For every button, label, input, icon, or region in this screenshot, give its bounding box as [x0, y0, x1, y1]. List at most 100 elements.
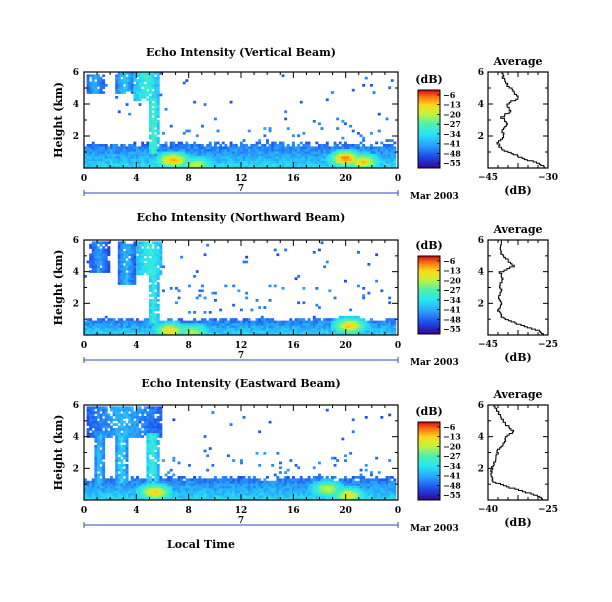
- day-label: 7: [238, 351, 244, 361]
- average-x-tick-label: −45: [478, 340, 498, 350]
- colorbar-unit: (dB): [415, 73, 442, 86]
- colorbar-tick-label: −6: [443, 256, 456, 266]
- x-tick-label: 4: [133, 506, 139, 516]
- heatmap-field: [84, 72, 396, 168]
- average-y-tick-label: 2: [478, 464, 484, 474]
- average-y-tick-label: 2: [478, 299, 484, 309]
- y-tick-label: 6: [73, 236, 79, 246]
- y-tick-label: 2: [73, 464, 79, 474]
- colorbar-tick-label: −55: [443, 158, 461, 168]
- average-x-tick-label: −25: [538, 505, 558, 515]
- average-profile-line: [497, 72, 545, 168]
- average-title: Average: [492, 55, 542, 68]
- x-tick-label: 4: [133, 341, 139, 351]
- date-label: Mar 2003: [410, 192, 459, 202]
- colorbar-unit: (dB): [415, 239, 442, 252]
- average-y-tick-label: 2: [478, 132, 484, 142]
- average-x-tick-label: −45: [478, 173, 498, 183]
- x-axis-label: Local Time: [167, 538, 235, 551]
- average-title: Average: [492, 388, 542, 401]
- average-frame: [488, 72, 548, 168]
- colorbar-tick-label: −48: [443, 148, 461, 158]
- colorbar-tick-label: −13: [443, 100, 461, 110]
- average-y-tick-label: 4: [478, 268, 484, 278]
- x-tick-label: 12: [235, 506, 248, 516]
- average-profile-line: [491, 405, 543, 500]
- y-tick-label: 2: [73, 132, 79, 142]
- x-tick-label: 16: [287, 174, 300, 184]
- colorbar-tick-label: −20: [443, 275, 461, 285]
- average-title: Average: [492, 223, 542, 236]
- colorbar-tick-label: −13: [443, 432, 461, 442]
- x-tick-label: 20: [339, 506, 352, 516]
- average-frame: [488, 240, 548, 335]
- x-tick-label: 0: [81, 174, 87, 184]
- average-x-tick-label: −30: [538, 173, 558, 183]
- colorbar-tick-label: −13: [443, 266, 461, 276]
- x-tick-label: 20: [339, 174, 352, 184]
- heatmap-field: [84, 406, 396, 500]
- x-tick-label: 0: [81, 506, 87, 516]
- average-x-tick-label: −40: [478, 505, 498, 515]
- panel-title: Echo Intensity (Eastward Beam): [141, 377, 340, 390]
- colorbar-tick-label: −41: [443, 139, 461, 149]
- colorbar-tick-label: −48: [443, 314, 461, 324]
- date-label: Mar 2003: [410, 524, 459, 534]
- average-profile: Average 2 4 6 −45 −30 (dB): [478, 55, 558, 197]
- panel-3: Echo Intensity (Eastward Beam) 0 4 8 12 16 20 0…: [52, 377, 558, 534]
- colorbar-tick-label: −41: [443, 471, 461, 481]
- average-y-tick-label: 6: [478, 236, 484, 246]
- colorbar-unit: (dB): [415, 405, 442, 418]
- x-tick-label: 0: [81, 341, 87, 351]
- y-tick-label: 6: [73, 401, 79, 411]
- average-x-axis-label: (dB): [504, 184, 531, 197]
- x-tick-label: 0: [395, 174, 401, 184]
- date-label: Mar 2003: [410, 358, 459, 368]
- colorbar: (dB)−6−13−20−27−34−41−48−55: [415, 405, 461, 500]
- average-profile: Average 2 4 6 −45 −25 (dB): [478, 223, 558, 364]
- x-tick-label: 12: [235, 341, 248, 351]
- average-y-tick-label: 6: [478, 68, 484, 78]
- x-tick-label: 8: [186, 174, 192, 184]
- y-axis-label: Height (km): [52, 415, 65, 491]
- colorbar: (dB)−6−13−20−27−34−41−48−55: [415, 73, 461, 168]
- x-tick-label: 0: [395, 506, 401, 516]
- x-tick-label: 16: [287, 506, 300, 516]
- day-label: 7: [238, 516, 244, 526]
- y-tick-label: 6: [73, 68, 79, 78]
- colorbar-tick-label: −20: [443, 441, 461, 451]
- colorbar-tick-label: −55: [443, 490, 461, 500]
- x-tick-label: 16: [287, 341, 300, 351]
- panel-title: Echo Intensity (Northward Beam): [137, 211, 346, 224]
- y-axis-label: Height (km): [52, 82, 65, 158]
- heatmap-field: [84, 241, 396, 335]
- colorbar-tick-label: −41: [443, 305, 461, 315]
- y-tick-label: 4: [73, 268, 79, 278]
- colorbar: (dB)−6−13−20−27−34−41−48−55: [415, 239, 461, 334]
- average-x-tick-label: −25: [538, 340, 558, 350]
- panel-title: Echo Intensity (Vertical Beam): [146, 46, 336, 59]
- average-x-axis-label: (dB): [504, 351, 531, 364]
- day-label: 7: [238, 184, 244, 194]
- y-tick-label: 4: [73, 433, 79, 443]
- colorbar-tick-label: −27: [443, 451, 461, 461]
- colorbar-tick-label: −27: [443, 285, 461, 295]
- y-axis-label: Height (km): [52, 250, 65, 326]
- y-tick-label: 2: [73, 299, 79, 309]
- average-y-tick-label: 6: [478, 401, 484, 411]
- x-tick-label: 8: [186, 341, 192, 351]
- x-tick-label: 8: [186, 506, 192, 516]
- average-x-axis-label: (dB): [504, 516, 531, 529]
- colorbar-tick-label: −34: [443, 295, 461, 305]
- average-y-tick-label: 4: [478, 100, 484, 110]
- average-y-tick-label: 4: [478, 433, 484, 443]
- x-tick-label: 0: [395, 341, 401, 351]
- x-tick-label: 4: [133, 174, 139, 184]
- colorbar-tick-label: −55: [443, 324, 461, 334]
- colorbar-tick-label: −6: [443, 422, 456, 432]
- average-profile: Average 2 4 6 −40 −25 (dB): [478, 388, 558, 529]
